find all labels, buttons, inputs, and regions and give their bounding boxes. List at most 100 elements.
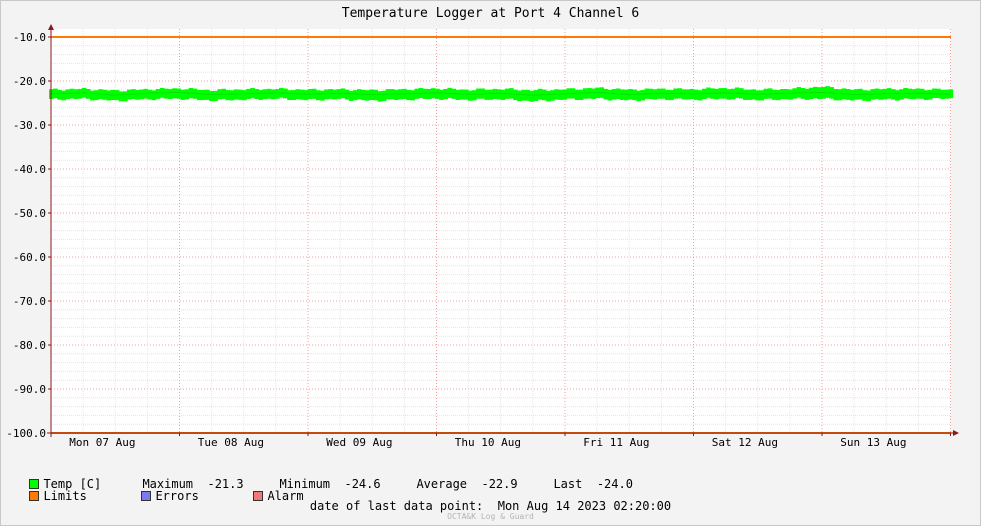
legend-last: Last -24.0 [539, 463, 633, 491]
temp-band-segment [184, 89, 190, 100]
temp-band-segment [135, 89, 140, 100]
last-value: -24.0 [596, 477, 633, 491]
x-tick-label: Thu 10 Aug [455, 436, 521, 449]
y-tick-label: -30.0 [13, 119, 46, 132]
y-tick-label: -10.0 [13, 31, 46, 44]
temp-band-segment [320, 90, 325, 101]
temp-band-segment [287, 90, 292, 101]
temp-band-segment [410, 90, 416, 101]
errors-label: Errors [155, 489, 199, 503]
temp-label: Temp [C] [43, 477, 102, 491]
temp-band-segment [895, 90, 900, 101]
x-tick-label: Wed 09 Aug [326, 436, 392, 449]
temp-band-segment [796, 87, 802, 98]
temp-band-segment [603, 88, 609, 100]
watermark: OCTA&K Log & Guard [447, 512, 534, 521]
temp-band-segment [258, 90, 264, 100]
legend-errors: Errors [127, 475, 199, 503]
temp-band-segment [619, 89, 625, 100]
minimum-label: Minimum [279, 477, 331, 491]
legend-maximum: Maximum -21.3 [128, 463, 243, 491]
temp-band-segment [147, 89, 153, 100]
legend-average: Average -22.9 [402, 463, 517, 491]
y-tick-label: -90.0 [13, 383, 46, 396]
temp-swatch [29, 479, 40, 489]
temp-band-segment [209, 90, 214, 102]
temp-band-segment [665, 89, 670, 101]
y-tick-label: -40.0 [13, 163, 46, 176]
temp-band-segment [521, 89, 526, 101]
temp-band-segment [825, 86, 830, 98]
temp-band-segment [459, 89, 465, 100]
temp-band-segment [743, 89, 748, 101]
temp-band-segment [303, 90, 309, 101]
temp-band-segment [151, 90, 157, 101]
temp-band-segment [837, 89, 843, 101]
temp-band-segment [866, 90, 871, 102]
last-point-label: date of last data point: [309, 499, 484, 513]
temp-band-segment [730, 88, 736, 100]
x-tick-label: Fri 11 Aug [583, 436, 649, 449]
temp-band-segment [254, 89, 259, 99]
temp-band-segment [899, 89, 904, 100]
temp-band-segment [833, 89, 839, 101]
temp-band-segment [550, 90, 555, 101]
temp-band-segment [611, 89, 617, 100]
temp-band-segment [496, 89, 502, 100]
limits-label: Limits [43, 489, 87, 503]
temp-band-segment [890, 89, 896, 100]
temp-band-segment [513, 89, 518, 101]
temp-band-segment [587, 88, 592, 99]
temp-band-segment [61, 90, 66, 101]
temp-band-segment [582, 88, 588, 99]
temp-band-segment [274, 89, 280, 99]
chart-title: Temperature Logger at Port 4 Channel 6 [341, 6, 640, 21]
temp-band-segment [636, 90, 641, 102]
temp-band-segment [472, 90, 477, 101]
temp-band-segment [266, 88, 272, 99]
temp-band-segment [936, 88, 941, 98]
temp-band-segment [697, 90, 703, 101]
temp-band-segment [94, 90, 99, 101]
temp-band-segment [488, 89, 494, 100]
temp-band-segment [788, 89, 793, 100]
y-tick-label: -80.0 [13, 339, 46, 352]
temp-band-segment [467, 90, 473, 101]
temp-band-segment [155, 88, 161, 99]
temp-band-segment [558, 89, 563, 100]
temp-band-segment [324, 89, 329, 100]
temp-band-segment [578, 89, 584, 101]
temp-band-segment [435, 88, 440, 99]
temp-band-segment [106, 90, 112, 101]
temp-band-segment [406, 89, 411, 101]
x-axis-arrow [953, 430, 959, 436]
temp-band-segment [817, 87, 822, 99]
y-tick-label: -100.0 [6, 427, 46, 440]
temp-band-segment [242, 90, 247, 101]
temp-band-segment [849, 89, 855, 101]
temp-band-segment [726, 89, 732, 100]
temp-band-segment [57, 89, 62, 100]
temp-band-segment [172, 88, 177, 99]
temp-band-segment [361, 89, 366, 101]
y-tick-label: -70.0 [13, 295, 46, 308]
temp-band-segment [784, 89, 789, 100]
temp-band-segment [455, 89, 461, 100]
temp-band-segment [652, 89, 658, 100]
x-tick-label: Sun 13 Aug [840, 436, 906, 449]
temp-band-segment [574, 89, 580, 101]
temp-band-segment [85, 89, 91, 99]
temp-band-segment [237, 89, 243, 100]
temp-series-line [50, 91, 951, 96]
temp-band-segment [685, 89, 691, 100]
y-axis-arrow [48, 24, 54, 30]
last-label: Last [553, 477, 583, 491]
temp-band-segment [118, 91, 124, 102]
temp-band-segment [336, 89, 342, 99]
legend-limits: Limits [15, 475, 87, 503]
legend-temp: Temp [C] [15, 463, 101, 491]
temp-band-segment [693, 89, 699, 100]
temp-band-segment [500, 89, 506, 100]
temp-band-segment [139, 89, 144, 100]
